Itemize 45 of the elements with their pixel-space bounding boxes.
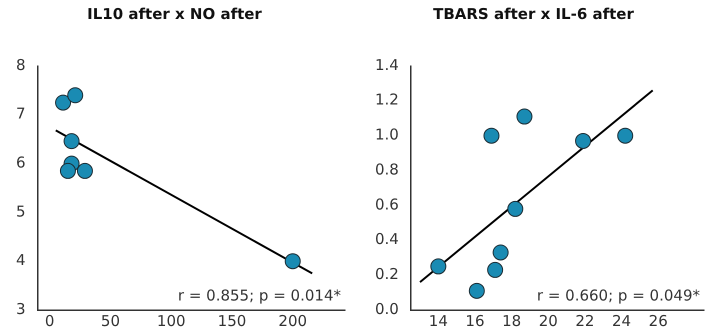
x-tick-label: 14: [428, 312, 448, 330]
chart-title: IL10 after x NO after: [87, 4, 262, 23]
y-tick-label: 5: [16, 202, 26, 220]
x-tick-label: 16: [465, 312, 485, 330]
y-tick-label: 8: [16, 56, 26, 74]
annotation: r = 0.855; p = 0.014*: [178, 286, 342, 304]
point: [55, 94, 72, 111]
point: [67, 87, 84, 104]
point: [492, 244, 509, 260]
y-tick-label: 1.2: [374, 90, 399, 109]
y-tick-label: 7: [16, 104, 26, 123]
point: [483, 128, 500, 144]
point: [76, 162, 93, 179]
x-tick-label: 150: [218, 312, 246, 330]
x-tick-label: 200: [278, 312, 308, 330]
y-tick-label: 6: [16, 153, 26, 172]
point: [468, 282, 485, 299]
y-tick-label: 0.6: [374, 195, 399, 214]
point: [516, 108, 532, 125]
point: [64, 133, 80, 150]
y-tick-label: 0.4: [374, 230, 399, 248]
point: [430, 258, 446, 274]
x-tick-label: 18: [502, 312, 522, 330]
y-tick-label: 0.8: [374, 160, 399, 178]
y-tick-label: 1.0: [374, 126, 399, 144]
x-tick-label: 22: [575, 312, 594, 330]
annotation: r = 0.660; p = 0.049*: [536, 286, 700, 304]
y-tick-label: 3: [16, 300, 26, 318]
point: [617, 128, 634, 144]
x-tick-label: 100: [156, 312, 186, 330]
point: [507, 200, 524, 217]
point: [575, 132, 592, 149]
x-tick-label: 50: [100, 312, 120, 330]
y-tick-label: 4: [16, 251, 26, 270]
point: [284, 253, 301, 270]
y-tick-label: 0.2: [374, 265, 399, 284]
point: [487, 262, 504, 278]
y-tick-label: 0.0: [374, 300, 399, 318]
x-tick-label: 20: [538, 312, 558, 330]
x-tick-label: 24: [612, 312, 632, 330]
point: [60, 162, 76, 179]
x-tick-label: 26: [648, 312, 668, 330]
x-tick-label: 0: [44, 312, 54, 330]
y-tick-label: 1.4: [374, 56, 399, 74]
chart-title: TBARS after x IL-6 after: [433, 4, 634, 23]
